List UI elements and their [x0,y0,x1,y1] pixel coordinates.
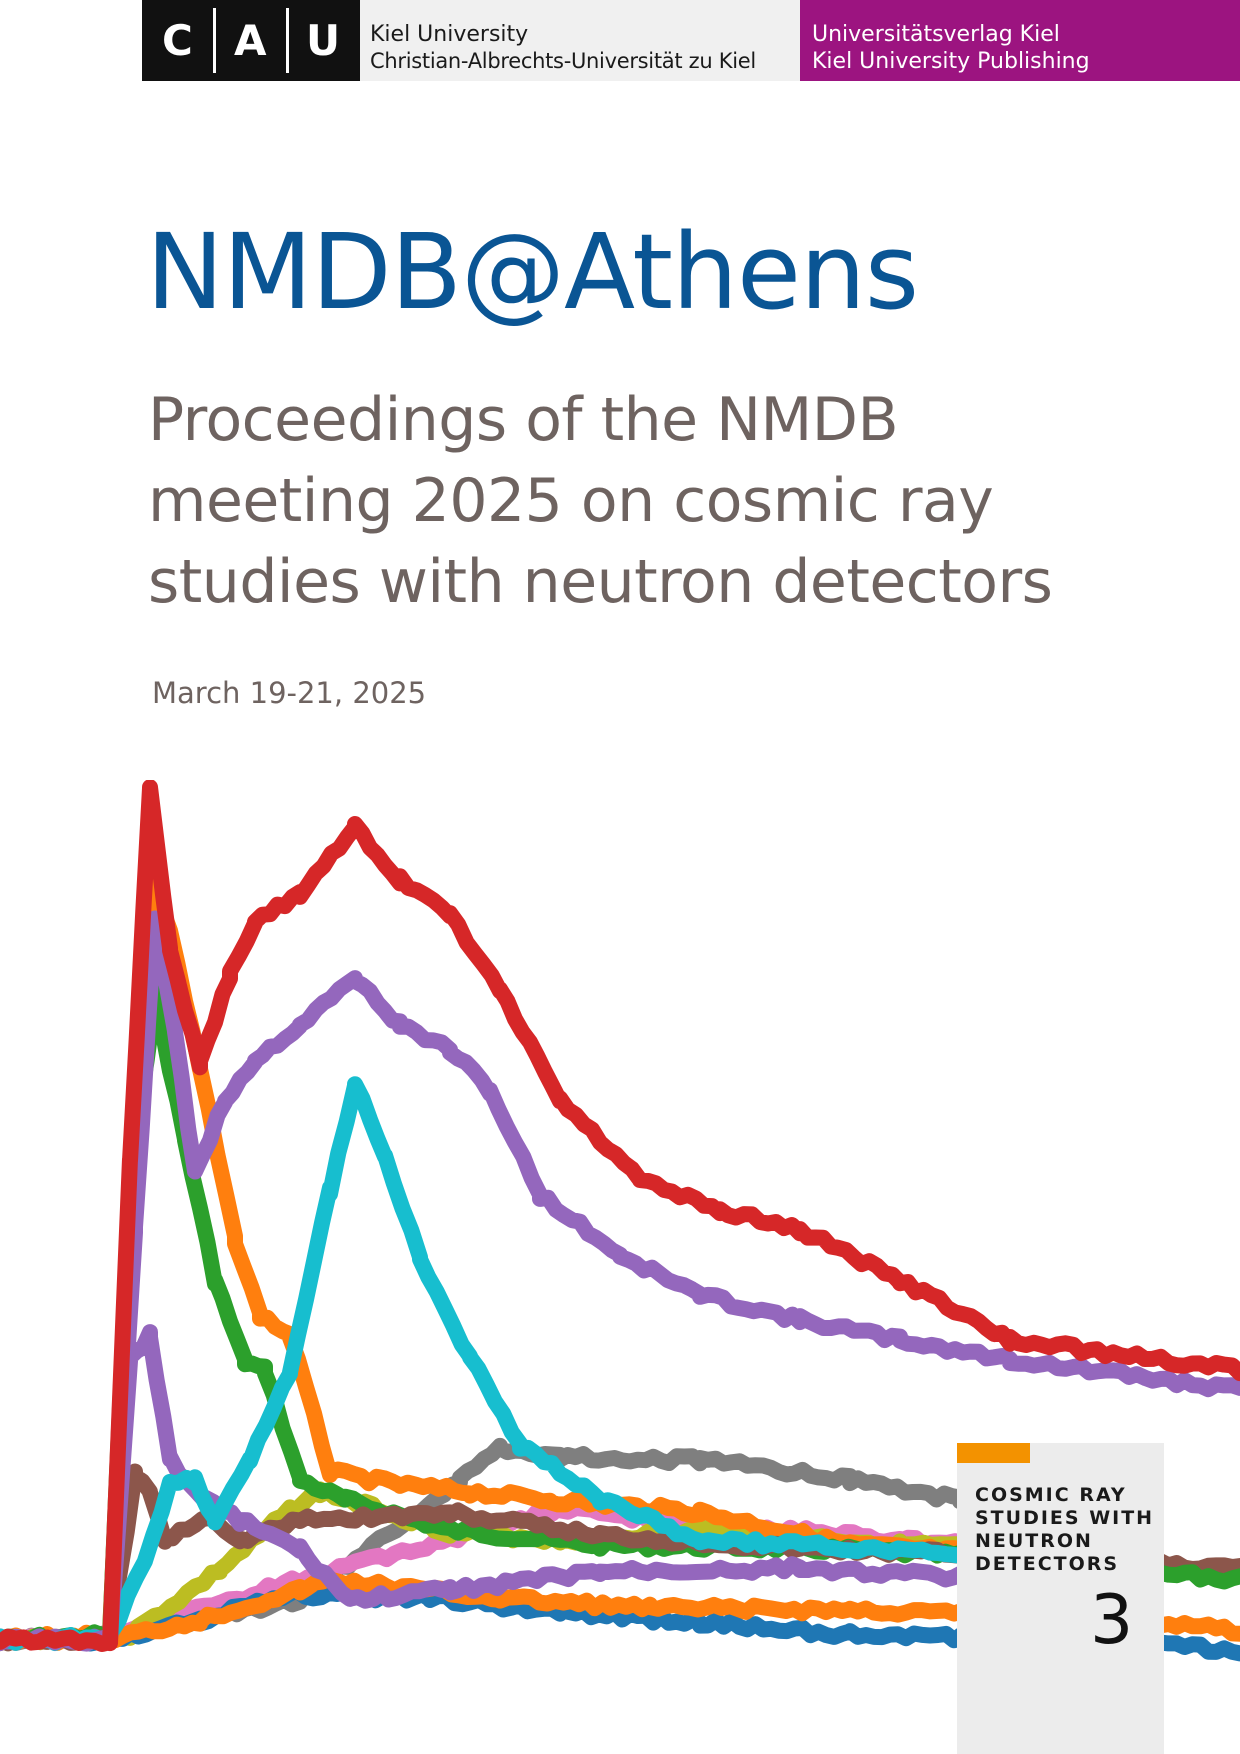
series-name-line: COSMIC RAY [975,1484,1127,1506]
logo-letter-c: C [162,16,193,65]
logo-divider [213,8,216,73]
conference-date: March 19-21, 2025 [152,676,427,710]
count-curve [0,1570,1018,1652]
university-name-box: Kiel University Christian-Albrechts-Univ… [360,0,800,81]
series-tag [957,1443,1164,1754]
series-name-line: STUDIES WITH [975,1507,1155,1529]
logo-divider [286,8,289,73]
publisher-name-en: Kiel University Publishing [812,49,1090,74]
series-name: COSMIC RAY STUDIES WITH NEUTRON DETECTOR… [975,1484,1154,1576]
count-curve [0,910,1240,1652]
series-name-line: NEUTRON [975,1530,1093,1552]
subtitle-line: studies with neutron detectors [148,547,1053,617]
count-curve [0,1324,1018,1650]
logo-letter-a: A [234,16,267,65]
series-accent-bar [957,1443,1030,1463]
university-name-en: Kiel University [370,22,529,47]
series-number: 3 [1090,1581,1134,1660]
university-name-de: Christian-Albrechts-Universität zu Kiel [370,49,756,73]
logo-letter-u: U [306,16,341,65]
book-title: NMDB@Athens [146,211,919,333]
cau-logo: C A U [142,0,360,81]
series-name-line: DETECTORS [975,1553,1120,1575]
count-curve [0,780,1240,1652]
subtitle-line: meeting 2025 on cosmic ray [148,466,994,536]
book-subtitle: Proceedings of the NMDB meeting 2025 on … [148,380,1148,623]
subtitle-line: Proceedings of the NMDB [148,385,899,455]
count-curve [0,1076,1018,1651]
publisher-name-de: Universitätsverlag Kiel [812,22,1060,47]
publisher-box: Universitätsverlag Kiel Kiel University … [800,0,1240,81]
